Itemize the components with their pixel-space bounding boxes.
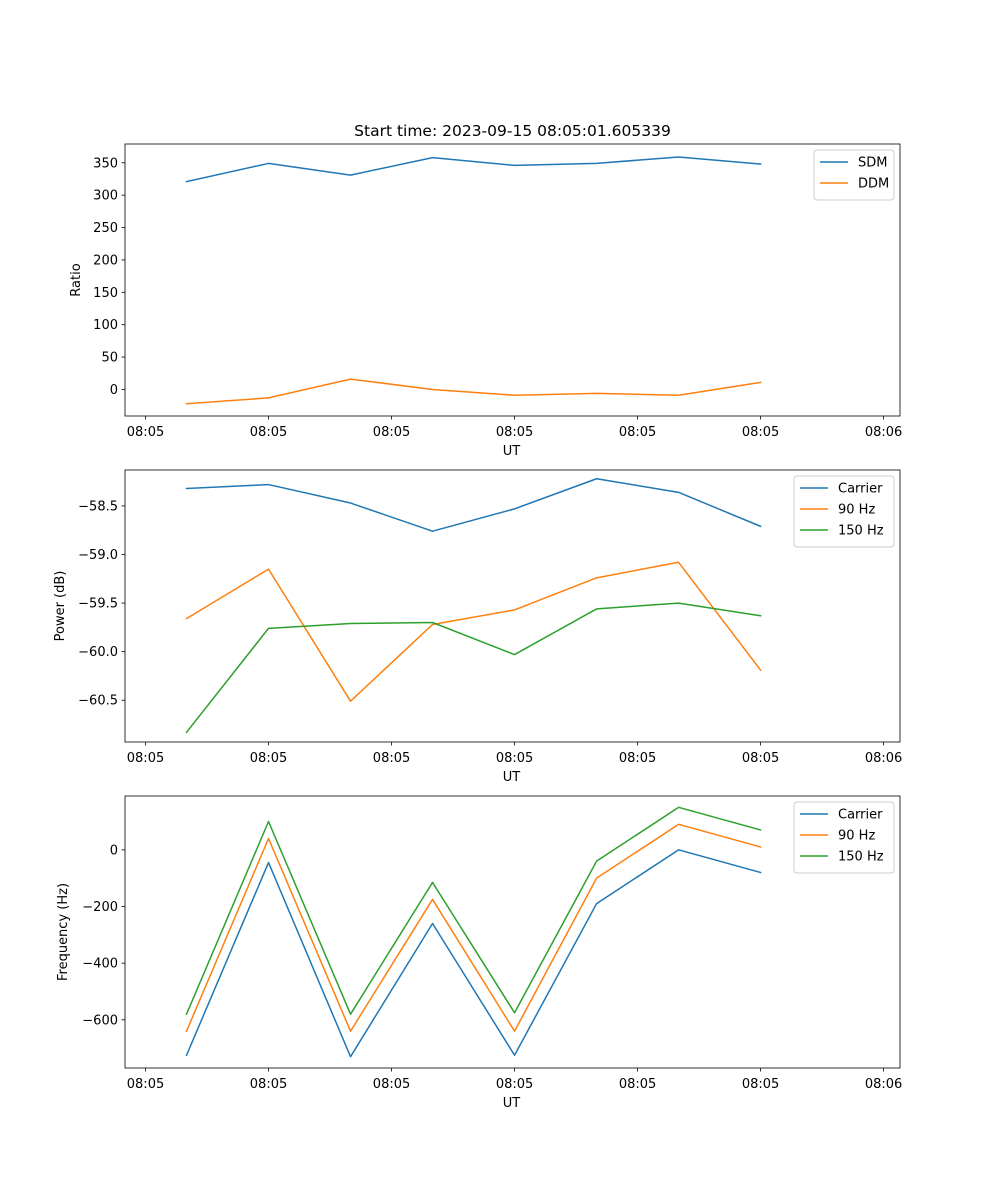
- subplot-3: 08:05 08:05 08:05 08:05 08:05 08:05 08:06 −600 −…: [56, 795, 902, 1111]
- y-tick-label: 350: [93, 156, 118, 171]
- x-tick-label: 08:05: [250, 1077, 287, 1092]
- series-line-carrier-subplot-2: [185, 477, 762, 532]
- x-tick-label: 08:05: [619, 1077, 656, 1092]
- axes-frame-3: [124, 795, 901, 1069]
- y-tick-label: −200: [82, 900, 118, 915]
- series-line-90-hz-subplot-2: [185, 561, 762, 702]
- x-tick-label: 08:05: [619, 751, 656, 766]
- subplot-2: 08:05 08:05 08:05 08:05 08:05 08:05 08:06 −60.5…: [53, 469, 902, 785]
- legend-label: 150 Hz: [838, 524, 884, 539]
- x-tick-label: 08:05: [127, 1077, 164, 1092]
- y-tick-label: −600: [82, 1013, 118, 1028]
- legend-2: Carrier 90 Hz 150 Hz: [793, 475, 895, 548]
- y-tick-label: −60.0: [78, 645, 118, 660]
- y-axis-label: Frequency (Hz): [56, 883, 71, 981]
- y-tick-label: −59.0: [78, 548, 118, 563]
- series-line-ddm-subplot-1: [185, 378, 762, 405]
- y-axis-label: Ratio: [69, 263, 84, 296]
- y-tick-label: −59.5: [78, 597, 118, 612]
- x-tick-label: 08:05: [742, 425, 779, 440]
- series-line-carrier-subplot-3: [185, 849, 762, 1058]
- y-tick-label: 300: [93, 189, 118, 204]
- axes-frame-2: [124, 469, 901, 743]
- y-tick-label: −58.5: [78, 499, 118, 514]
- x-axis-label: UT: [503, 444, 521, 459]
- x-tick-label: 08:06: [865, 1077, 902, 1092]
- x-tick-label: 08:05: [250, 751, 287, 766]
- y-tick-label: −60.5: [78, 694, 118, 709]
- x-tick-label: 08:05: [742, 1077, 779, 1092]
- x-tick-label: 08:05: [742, 751, 779, 766]
- legend-1: SDM DDM: [813, 149, 895, 201]
- y-tick-label: 200: [93, 253, 118, 268]
- legend-label: Carrier: [838, 808, 883, 823]
- series-line-sdm-subplot-1: [185, 156, 762, 183]
- y-tick-label: 0: [110, 843, 118, 858]
- subplot-1: 08:05 08:05 08:05 08:05 08:05 08:05 08:06 0 50 10…: [69, 143, 902, 459]
- x-tick-label: 08:06: [865, 425, 902, 440]
- y-tick-label: 150: [93, 286, 118, 301]
- subplots: 08:05 08:05 08:05 08:05 08:05 08:05 08:06 0 50 10…: [53, 143, 902, 1111]
- x-tick-label: 08:05: [496, 425, 533, 440]
- legend-label: SDM: [858, 156, 887, 171]
- y-tick-label: 100: [93, 318, 118, 333]
- legend-label: 90 Hz: [838, 503, 875, 518]
- y-tick-label: 0: [110, 383, 118, 398]
- x-tick-label: 08:05: [496, 751, 533, 766]
- series-line-90-hz-subplot-3: [185, 823, 762, 1033]
- x-tick-label: 08:05: [373, 425, 410, 440]
- axes-frame-1: [124, 143, 901, 417]
- y-axis-label: Power (dB): [53, 571, 68, 642]
- y-tick-label: 250: [93, 221, 118, 236]
- y-tick-label: −400: [82, 957, 118, 972]
- legend-label: 150 Hz: [838, 850, 884, 865]
- series-line-150-hz-subplot-2: [185, 602, 762, 734]
- legend-label: Carrier: [838, 482, 883, 497]
- y-tick-label: 50: [101, 351, 118, 366]
- x-tick-label: 08:05: [619, 425, 656, 440]
- legend-3: Carrier 90 Hz 150 Hz: [793, 801, 895, 874]
- x-tick-label: 08:05: [496, 1077, 533, 1092]
- x-tick-label: 08:05: [127, 751, 164, 766]
- x-tick-label: 08:05: [373, 751, 410, 766]
- legend-label: DDM: [858, 177, 889, 192]
- x-axis-label: UT: [503, 1096, 521, 1111]
- x-tick-label: 08:05: [373, 1077, 410, 1092]
- x-tick-label: 08:06: [865, 751, 902, 766]
- figure-title: Start time: 2023-09-15 08:05:01.605339: [354, 122, 671, 140]
- series-line-150-hz-subplot-3: [185, 806, 762, 1016]
- x-axis-label: UT: [503, 770, 521, 785]
- legend-label: 90 Hz: [838, 829, 875, 844]
- x-tick-label: 08:05: [250, 425, 287, 440]
- x-tick-label: 08:05: [127, 425, 164, 440]
